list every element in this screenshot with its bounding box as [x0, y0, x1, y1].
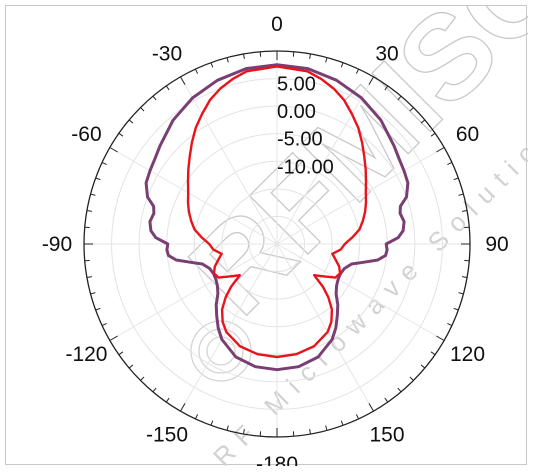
- watermark-emblem: [190, 320, 252, 382]
- minor-tick: [95, 307, 101, 311]
- minor-tick: [118, 351, 124, 356]
- minor-tick: [101, 322, 107, 327]
- angle-label: -30: [152, 42, 182, 65]
- minor-tick: [384, 85, 389, 91]
- angle-label: -180: [256, 453, 298, 466]
- minor-tick: [210, 62, 214, 68]
- minor-tick: [397, 387, 402, 393]
- minor-tick: [95, 177, 101, 181]
- major-tick: [436, 335, 445, 341]
- minor-tick: [462, 276, 468, 279]
- minor-tick: [462, 209, 468, 212]
- major-tick: [436, 147, 445, 153]
- grid-spoke: [109, 243, 278, 341]
- angle-label: 0: [271, 13, 283, 36]
- minor-tick: [309, 53, 312, 59]
- angle-label: 120: [450, 343, 485, 366]
- angle-label: 30: [375, 42, 398, 65]
- minor-tick: [128, 119, 134, 124]
- series-group: [144, 63, 410, 372]
- minor-tick: [118, 132, 124, 137]
- minor-tick: [409, 107, 414, 112]
- angle-label: -90: [42, 233, 72, 256]
- minor-tick: [420, 364, 426, 369]
- minor-tick: [101, 161, 107, 166]
- radial-label: 5.00: [277, 74, 316, 96]
- minor-tick: [453, 307, 459, 311]
- grid-spoke: [109, 147, 278, 245]
- angle-label: -60: [71, 123, 101, 146]
- minor-tick: [128, 364, 134, 369]
- angle-labels: 0 30 60 90 120 150 -180 -150 -120 -90 -60 -30: [42, 13, 509, 466]
- minor-tick: [384, 397, 389, 403]
- minor-tick: [210, 420, 214, 426]
- minor-tick: [430, 351, 436, 356]
- major-tick: [368, 76, 374, 85]
- angle-label: 60: [456, 123, 479, 146]
- major-tick: [109, 335, 118, 341]
- angle-label: 90: [485, 233, 508, 256]
- grid-spoke: [180, 76, 278, 245]
- grid-spoke: [276, 243, 374, 412]
- major-tick: [180, 403, 186, 412]
- angle-label: 150: [369, 424, 404, 447]
- radial-label: -10.00: [277, 156, 334, 178]
- minor-tick: [409, 376, 414, 381]
- minor-tick: [430, 132, 436, 137]
- minor-tick: [86, 276, 92, 279]
- minor-tick: [447, 322, 453, 327]
- minor-tick: [458, 292, 464, 295]
- minor-tick: [165, 397, 170, 403]
- minor-tick: [152, 95, 157, 101]
- major-tick: [109, 147, 118, 153]
- major-tick: [180, 76, 186, 85]
- angle-label: -120: [65, 343, 107, 366]
- major-tick: [368, 403, 374, 412]
- series-1-line: [144, 63, 410, 372]
- minor-tick: [325, 425, 328, 431]
- minor-tick: [90, 292, 96, 295]
- minor-tick: [447, 161, 453, 166]
- minor-tick: [397, 95, 402, 101]
- grid-spoke: [180, 243, 278, 412]
- minor-tick: [152, 387, 157, 393]
- minor-tick: [355, 414, 360, 420]
- minor-tick: [194, 414, 199, 420]
- minor-tick: [340, 62, 344, 68]
- minor-tick: [242, 429, 245, 435]
- minor-tick: [194, 68, 199, 74]
- minor-tick: [140, 107, 145, 112]
- angle-label: -150: [146, 424, 188, 447]
- minor-tick: [140, 376, 145, 381]
- radial-labels: 5.00 0.00 -5.00 -10.00: [277, 74, 334, 179]
- radial-label: -5.00: [277, 129, 323, 151]
- minor-tick: [90, 193, 96, 196]
- minor-tick: [453, 177, 459, 181]
- minor-tick: [226, 57, 229, 63]
- chart-frame: RFMISO RF Microwave Solutions 5.00 0.00 -5.…: [5, 5, 528, 466]
- minor-tick: [165, 85, 170, 91]
- minor-tick: [309, 429, 312, 435]
- radial-label: 0.00: [277, 101, 316, 123]
- grid-spoke: [276, 243, 445, 341]
- minor-tick: [86, 209, 92, 212]
- minor-tick: [458, 193, 464, 196]
- minor-tick: [340, 420, 344, 426]
- series-2-line: [186, 65, 368, 359]
- grid-spoke: [276, 76, 374, 245]
- grid-spoke: [276, 147, 445, 245]
- angle-ticks: [84, 51, 470, 437]
- minor-tick: [242, 53, 245, 59]
- minor-tick: [325, 57, 328, 63]
- minor-tick: [355, 68, 360, 74]
- minor-tick: [420, 119, 426, 124]
- minor-tick: [226, 425, 229, 431]
